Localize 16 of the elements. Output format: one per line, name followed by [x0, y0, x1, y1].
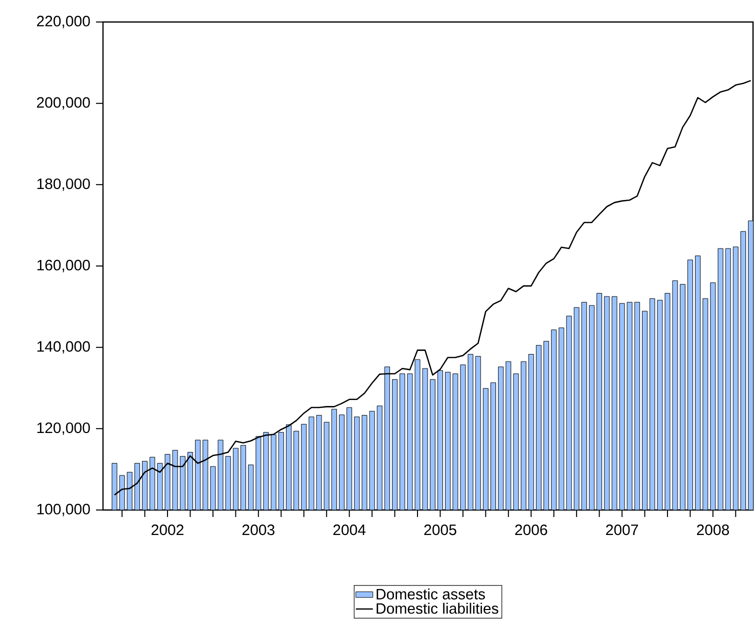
y-tick-label: 160,000: [37, 260, 90, 272]
y-tick-label: 120,000: [37, 422, 90, 435]
y-tick-label: 220,000: [37, 16, 90, 28]
x-tick-label: 2008: [697, 524, 729, 536]
y-tick-label: 100,000: [37, 504, 90, 516]
y-tick-label: 180,000: [37, 178, 90, 191]
x-tick-label: 2003: [242, 524, 274, 536]
legend-label: Domestic assets: [376, 588, 485, 600]
x-tick-label: 2002: [152, 524, 184, 536]
x-tick-label: 2004: [333, 524, 366, 536]
x-tick-label: 2006: [515, 524, 548, 536]
x-tick-label: 2007: [606, 524, 638, 536]
x-tick-label: 2005: [424, 524, 456, 536]
y-tick-label: 200,000: [37, 97, 90, 110]
legend-label: Domestic liabilities: [376, 602, 498, 614]
y-tick-label: 140,000: [37, 341, 90, 354]
